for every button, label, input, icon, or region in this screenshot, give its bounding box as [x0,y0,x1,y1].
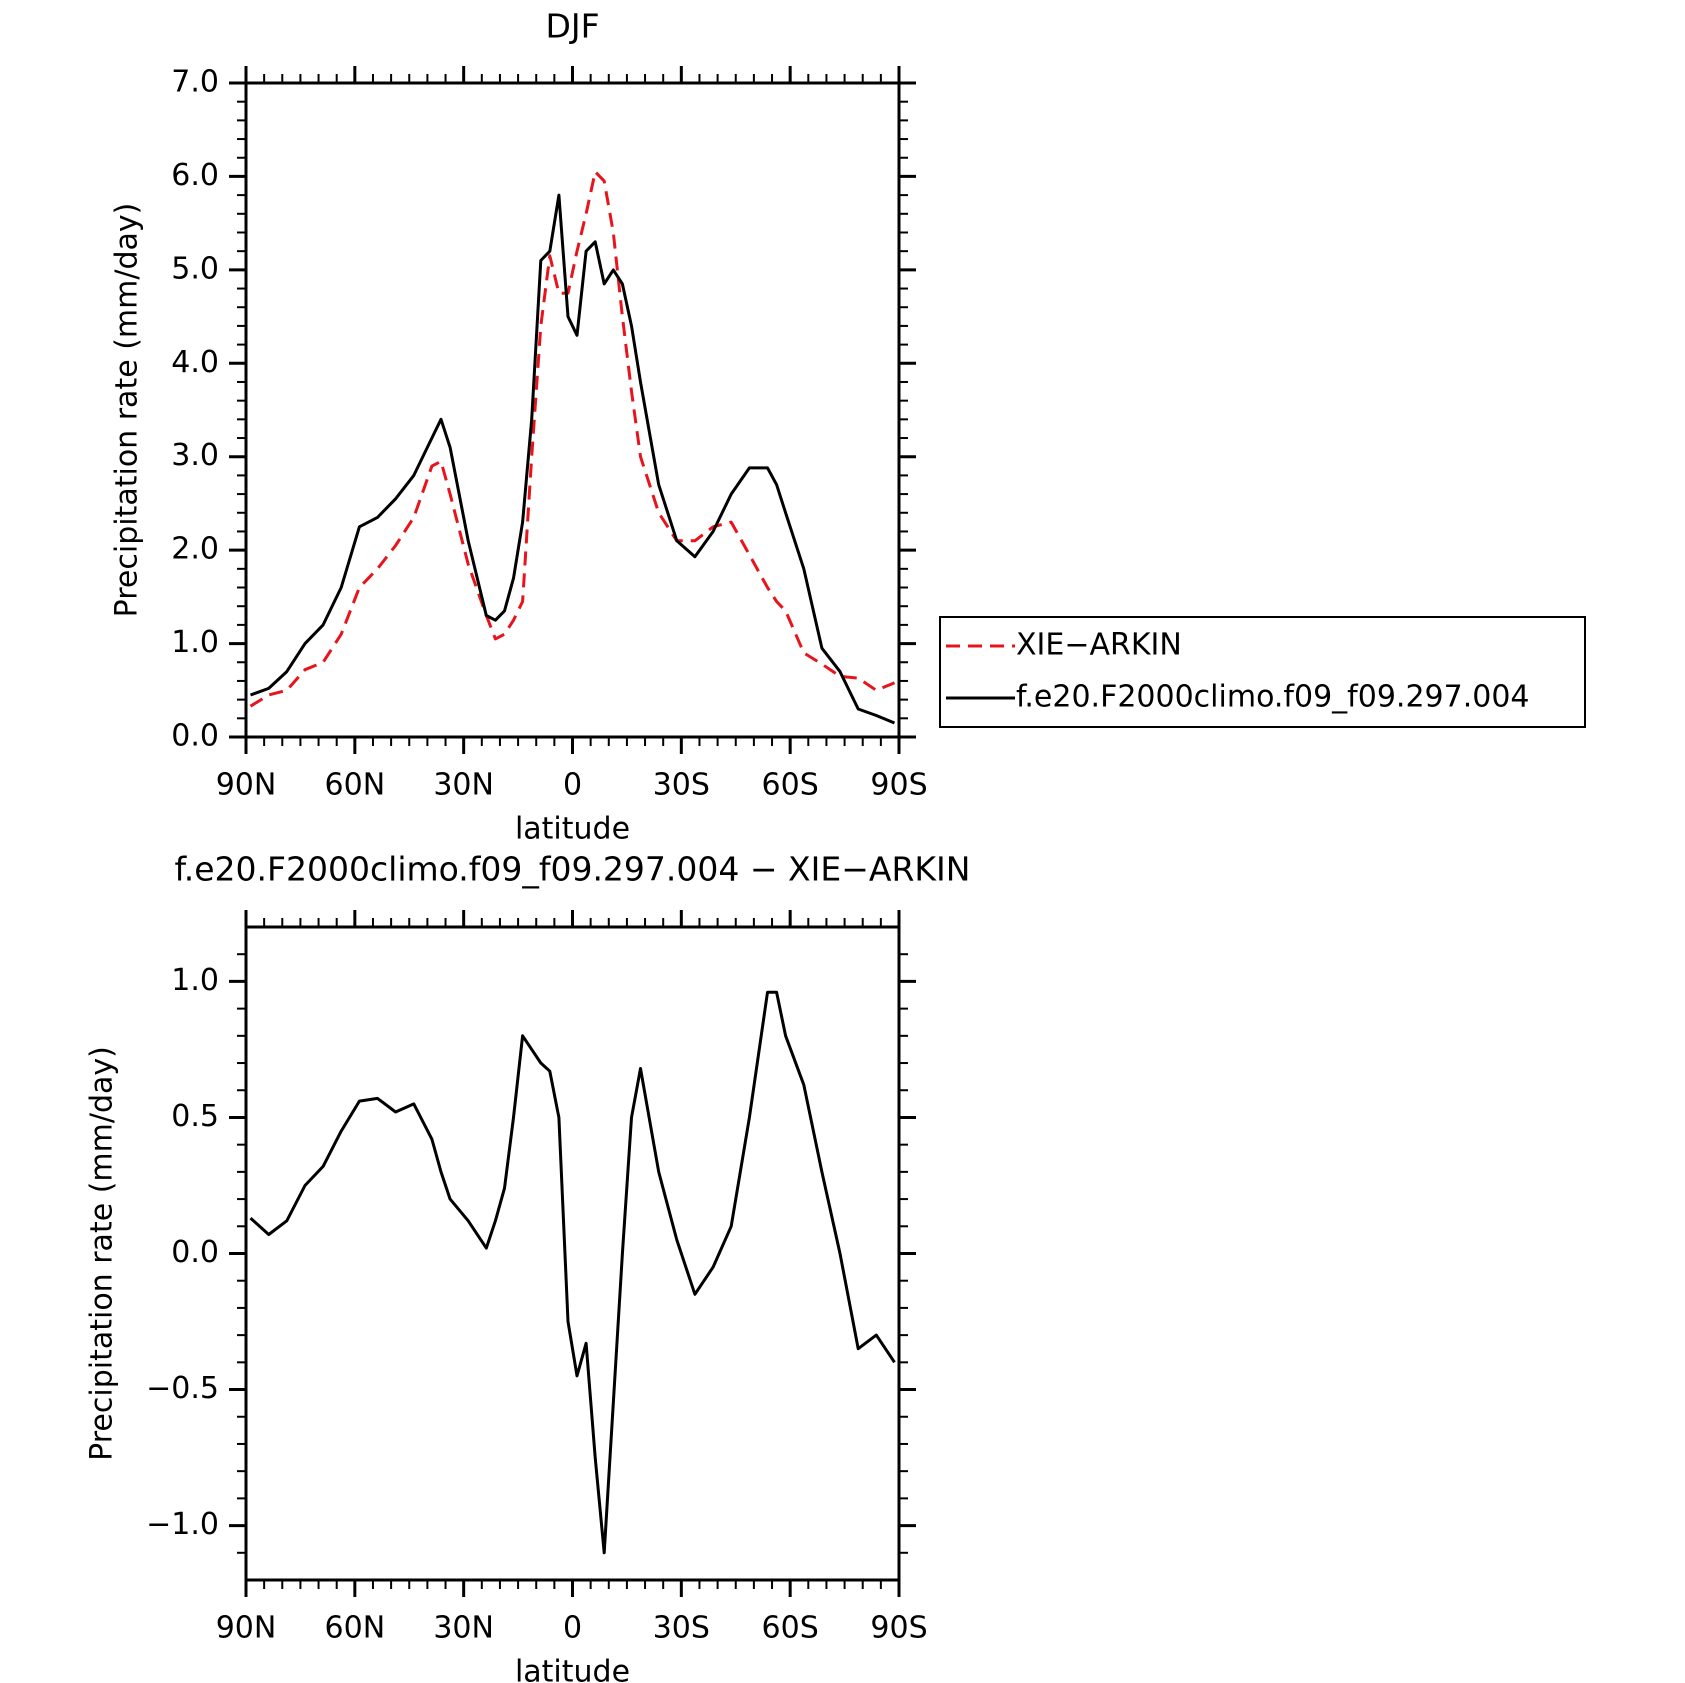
plot-frame [244,81,901,739]
y-axis-label: Precipitation rate (mm/day) [110,203,145,618]
y-tick-label: 1.0 [171,625,219,660]
y-tick-label: 1.0 [171,963,219,998]
x-tick-label: 90N [216,1611,277,1646]
x-tick-label: 60S [762,768,819,803]
x-tick-label: 90S [870,768,927,803]
y-tick-label: 0.0 [171,1235,219,1270]
y-tick-label: 4.0 [171,345,219,380]
x-tick-label: 90S [870,1611,927,1646]
x-tick-label: 60N [325,768,386,803]
data-line [249,170,896,708]
y-tick-label: 7.0 [171,65,219,100]
y-tick-label: 3.0 [171,438,219,473]
y-tick-label: 0.0 [171,719,219,754]
y-tick-label: −0.5 [146,1371,219,1406]
panel: f.e20.F2000climo.f09_f09.297.004 − XIE−A… [85,850,971,1683]
y-tick-label: 6.0 [171,158,219,193]
x-tick-label: 60N [325,1611,386,1646]
x-tick-label: 30S [653,1611,710,1646]
data-line [249,193,896,725]
y-tick-label: 5.0 [171,251,219,286]
y-tick-label: 0.5 [171,1099,219,1134]
y-axis-label: Precipitation rate (mm/day) [85,1046,120,1461]
data-line [249,990,896,1555]
x-tick-label: 60S [762,1611,819,1646]
legend-label: f.e20.F2000climo.f09_f09.297.004 [1016,680,1530,715]
x-tick-label: 0 [563,1611,582,1646]
chart-title: DJF [545,7,599,46]
x-axis-label: latitude [515,1655,630,1683]
legend: XIE−ARKIN f.e20.F2000climo.f09_f09.297.00… [939,616,1586,728]
plot-frame [244,925,901,1582]
y-tick-label: −1.0 [146,1507,219,1542]
y-tick-label: 2.0 [171,532,219,567]
legend-label: XIE−ARKIN [1016,628,1182,663]
x-axis-label: latitude [515,812,630,847]
x-tick-label: 0 [563,768,582,803]
x-tick-label: 30N [433,768,494,803]
chart-title: f.e20.F2000climo.f09_f09.297.004 − XIE−A… [175,850,971,889]
panel: DJF 90N 60N 30N 0 30S 60S 90S 0.0 1.0 2.0 3.0 4.0 5.0… [110,7,1586,847]
x-tick-label: 30N [433,1611,494,1646]
x-tick-label: 90N [216,768,277,803]
x-tick-label: 30S [653,768,710,803]
legend-box [939,616,1586,728]
